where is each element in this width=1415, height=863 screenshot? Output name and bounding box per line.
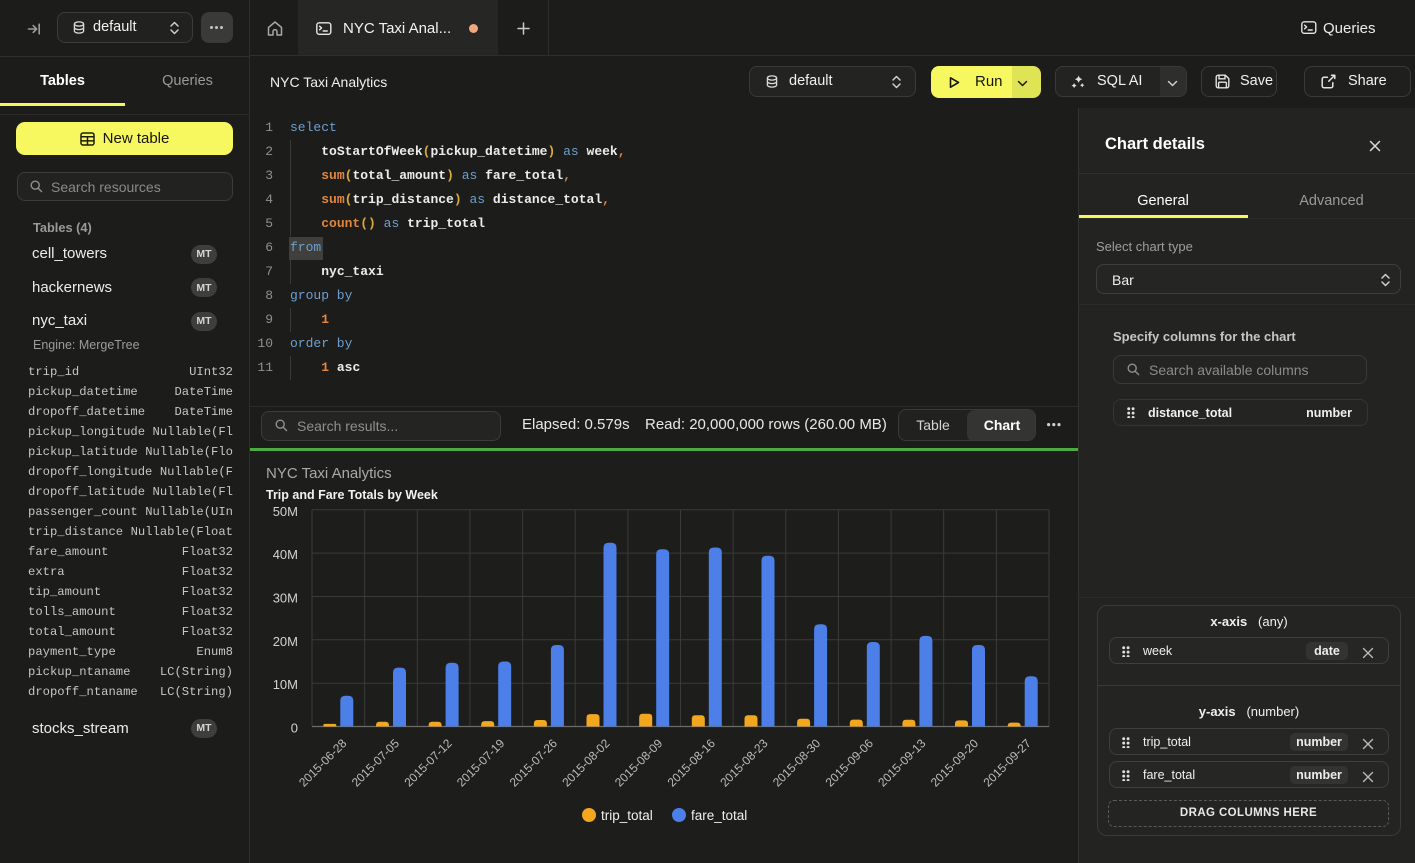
svg-text:20M: 20M xyxy=(273,634,298,649)
svg-text:trip_total: trip_total xyxy=(601,808,653,823)
svg-text:2015-07-26: 2015-07-26 xyxy=(507,736,561,790)
svg-text:2015-07-05: 2015-07-05 xyxy=(349,736,403,790)
svg-text:2015-08-23: 2015-08-23 xyxy=(717,736,771,790)
svg-text:2015-08-09: 2015-08-09 xyxy=(612,736,666,790)
svg-text:2015-08-02: 2015-08-02 xyxy=(559,736,613,790)
svg-text:Trip and Fare Totals by Week: Trip and Fare Totals by Week xyxy=(266,488,438,502)
svg-text:30M: 30M xyxy=(273,591,298,606)
svg-text:10M: 10M xyxy=(273,677,298,692)
svg-text:2015-09-13: 2015-09-13 xyxy=(875,736,929,790)
svg-text:2015-07-12: 2015-07-12 xyxy=(401,736,455,790)
svg-text:2015-09-06: 2015-09-06 xyxy=(823,736,877,790)
svg-text:2015-07-19: 2015-07-19 xyxy=(454,736,508,790)
svg-text:0: 0 xyxy=(291,721,298,736)
svg-text:50M: 50M xyxy=(273,504,298,519)
svg-text:40M: 40M xyxy=(273,547,298,562)
svg-text:2015-06-28: 2015-06-28 xyxy=(296,736,350,790)
svg-text:NYC Taxi Analytics: NYC Taxi Analytics xyxy=(266,465,392,482)
svg-text:fare_total: fare_total xyxy=(691,808,747,823)
svg-text:2015-08-16: 2015-08-16 xyxy=(665,736,719,790)
svg-text:2015-09-27: 2015-09-27 xyxy=(981,736,1035,790)
svg-text:2015-09-20: 2015-09-20 xyxy=(928,736,982,790)
svg-text:2015-08-30: 2015-08-30 xyxy=(770,736,824,790)
